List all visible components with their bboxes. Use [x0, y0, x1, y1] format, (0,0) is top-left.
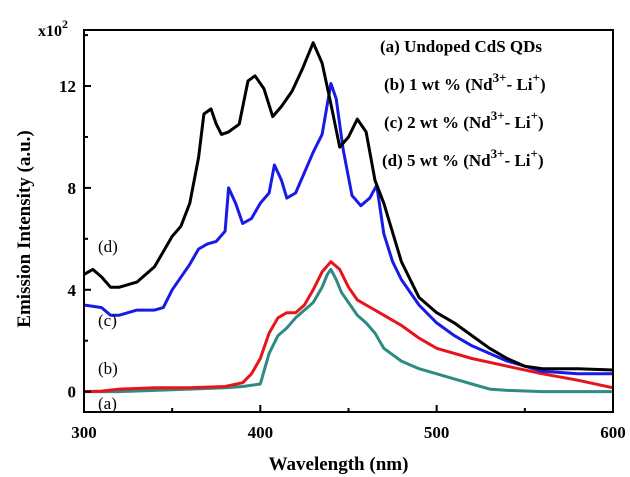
y-tick-label: 4 — [68, 281, 77, 300]
series-layer — [84, 41, 613, 394]
curve-label-a: (a) — [98, 394, 117, 413]
legend-b-mid: - Li — [507, 75, 533, 94]
legend-b-sup1: 3+ — [493, 70, 507, 85]
x-tick-label: 500 — [424, 423, 450, 442]
legend-c-mid: - Li — [505, 113, 531, 132]
x-axis-label: Wavelength (nm) — [269, 454, 409, 475]
legend-item-d: (d) 5 wt % (Nd3+- Li+) — [382, 146, 544, 170]
legend-c-sup2: + — [531, 108, 538, 123]
legend-a-text: (a) Undoped CdS QDs — [380, 37, 542, 56]
y-multiplier-base: x10 — [38, 23, 62, 40]
series-line-c — [84, 82, 613, 376]
legend-d-suffix: ) — [538, 151, 544, 170]
curve-label-b: (b) — [98, 359, 118, 378]
legend-b-sup2: + — [533, 70, 540, 85]
legend-d-mid: - Li — [505, 151, 531, 170]
legend-b-prefix: (b) 1 wt % (Nd — [384, 75, 493, 94]
plot-frame — [83, 29, 614, 413]
legend-d-prefix: (d) 5 wt % (Nd — [382, 151, 491, 170]
legend-c-suffix: ) — [538, 113, 544, 132]
legend-item-b: (b) 1 wt % (Nd3+- Li+) — [384, 70, 546, 94]
y-tick-label: 0 — [68, 383, 77, 402]
legend-c-sup1: 3+ — [491, 108, 505, 123]
x-tick-label: 400 — [248, 423, 274, 442]
y-multiplier-exp: 2 — [62, 17, 68, 31]
legend-d-sup1: 3+ — [491, 146, 505, 161]
y-tick-label: 12 — [59, 77, 76, 96]
legend-item-c: (c) 2 wt % (Nd3+- Li+) — [384, 108, 544, 132]
legend-c-prefix: (c) 2 wt % (Nd — [384, 113, 491, 132]
x-tick-label: 300 — [71, 423, 97, 442]
series-line-d — [84, 41, 613, 372]
curve-label-c: (c) — [98, 311, 117, 330]
y-axis-multiplier: x102 — [38, 17, 68, 40]
y-axis-label: Emission Intensity (a.u.) — [14, 130, 35, 327]
series-line-b — [84, 260, 613, 394]
legend-d-sup2: + — [531, 146, 538, 161]
legend-b-suffix: ) — [540, 75, 546, 94]
y-tick-label: 8 — [68, 179, 77, 198]
ticks-layer: 300 400 500 600 0 4 8 12 — [59, 34, 626, 442]
legend-item-a: (a) Undoped CdS QDs — [380, 37, 542, 56]
series-line-a — [84, 267, 613, 394]
curve-label-d: (d) — [98, 237, 118, 256]
legend: (a) Undoped CdS QDs (b) 1 wt % (Nd3+- Li… — [380, 37, 546, 170]
x-tick-label: 600 — [600, 423, 626, 442]
